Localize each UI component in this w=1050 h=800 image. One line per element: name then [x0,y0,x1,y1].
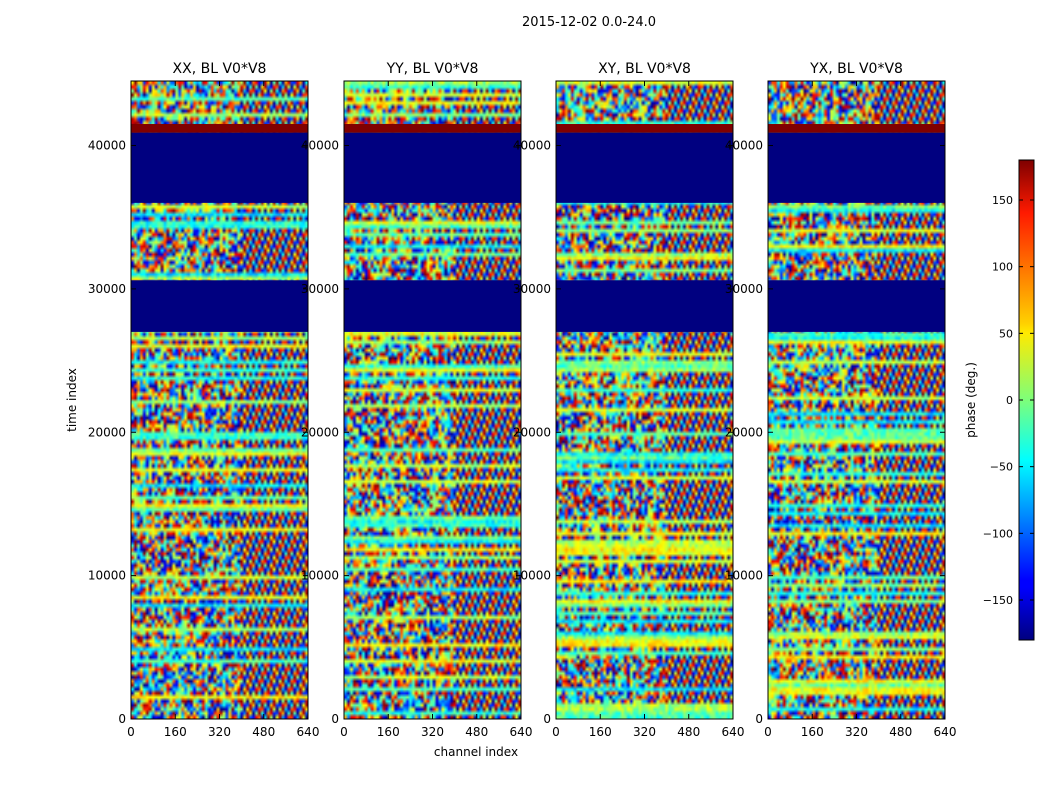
panels-group: XX, BL V0*V8 0 160 320 480 640 0 10000 20000 3000… [88,61,957,739]
y-tick-label: 20000 [301,425,339,439]
x-tick-label: 480 [465,725,488,739]
y-tick-label: 0 [755,712,763,726]
y-tick-label: 40000 [725,139,763,153]
panel-xx: XX, BL V0*V8 0 160 320 480 640 0 10000 20000 3000… [88,61,320,739]
panel-xy: XY, BL V0*V8 0 160 320 480 640 0 10000 20000 3000… [513,61,745,739]
panel-yx: YX, BL V0*V8 0 160 320 480 640 0 10000 20000 3000… [725,61,957,739]
x-tick-label: 0 [764,725,772,739]
x-tick-label: 320 [633,725,656,739]
y-tick-label: 30000 [301,282,339,296]
y-tick-label: 20000 [513,425,551,439]
y-tick-label: 0 [331,712,339,726]
colorbar-tick-label: 0 [1006,394,1013,407]
x-tick-label: 480 [252,725,275,739]
y-tick-label: 20000 [725,425,763,439]
flagged-band [556,280,733,332]
y-tick-label: 10000 [725,569,763,583]
y-tick-label: 30000 [88,282,126,296]
colorbar-tick-label: −150 [983,594,1013,607]
flagged-band [131,132,308,203]
y-axis-label: time index [65,368,79,432]
saturated-band [344,124,521,133]
panel-title: XY, BL V0*V8 [598,61,691,77]
x-tick-label: 640 [297,725,320,739]
saturated-band [556,124,733,133]
flagged-band [344,132,521,203]
colorbar-ticks: 150 100 50 0 −50 −100 −150 [983,194,1034,607]
x-tick-label: 160 [377,725,400,739]
colorbar-tick-label: 50 [999,327,1013,340]
x-tick-label: 640 [722,725,745,739]
x-tick-label: 0 [552,725,560,739]
y-tick-label: 30000 [513,282,551,296]
panel-title: YY, BL V0*V8 [386,61,479,77]
x-tick-label: 640 [510,725,533,739]
flagged-band [768,132,945,203]
saturated-band [131,124,308,133]
x-tick-label: 640 [934,725,957,739]
y-tick-label: 30000 [725,282,763,296]
x-tick-label: 160 [589,725,612,739]
colorbar: 150 100 50 0 −50 −100 −150 phase (deg.) [964,159,1035,641]
figure-title: 2015-12-02 0.0-24.0 [522,15,656,30]
y-tick-label: 10000 [88,569,126,583]
colorbar-tick-label: −50 [990,461,1013,474]
flagged-band [556,132,733,203]
x-tick-label: 320 [845,725,868,739]
x-tick-label: 480 [677,725,700,739]
x-tick-label: 320 [421,725,444,739]
x-tick-label: 0 [127,725,135,739]
flagged-band [344,280,521,332]
y-tick-label: 40000 [88,139,126,153]
colorbar-tick-label: −100 [983,527,1013,540]
panel-title: XX, BL V0*V8 [173,61,267,77]
panel-yy: YY, BL V0*V8 0 160 320 480 640 0 10000 20000 3000… [301,61,533,739]
x-axis-label: channel index [434,745,518,759]
y-tick-label: 10000 [513,569,551,583]
y-tick-label: 0 [118,712,126,726]
x-tick-label: 160 [164,725,187,739]
x-tick-label: 0 [340,725,348,739]
colorbar-label: phase (deg.) [964,362,978,438]
y-tick-label: 20000 [88,425,126,439]
colorbar-tick-label: 150 [992,194,1013,207]
x-tick-label: 320 [208,725,231,739]
colorbar-tick-label: 100 [992,261,1013,274]
flagged-band [131,280,308,332]
y-tick-label: 0 [543,712,551,726]
saturated-band [768,124,945,133]
y-tick-label: 40000 [301,139,339,153]
x-tick-label: 480 [889,725,912,739]
y-tick-label: 40000 [513,139,551,153]
panel-title: YX, BL V0*V8 [809,61,903,77]
flagged-band [768,280,945,332]
x-tick-label: 160 [801,725,824,739]
y-tick-label: 10000 [301,569,339,583]
